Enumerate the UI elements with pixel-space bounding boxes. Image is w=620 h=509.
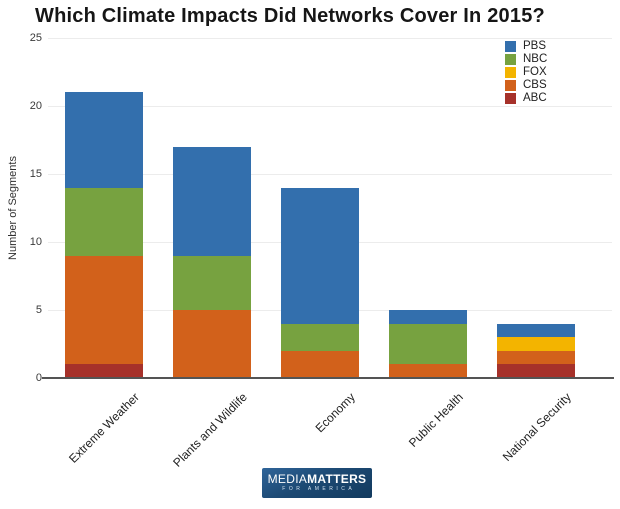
x-axis-line xyxy=(42,377,614,379)
plot-area: Extreme Weather Plants and Wildlife Econom… xyxy=(48,38,612,470)
bar-segment-nbc xyxy=(389,323,467,365)
bar-segment-cbs xyxy=(65,255,143,365)
legend-item-fox: FOX xyxy=(505,66,547,79)
gridline xyxy=(48,38,612,39)
logo-media-text: MEDIA xyxy=(267,472,308,486)
bar-segment-pbs xyxy=(497,323,575,338)
bar-segment-pbs xyxy=(173,146,251,256)
x-tick-label: Plants and Wildlife xyxy=(170,390,250,470)
legend-item-nbc: NBC xyxy=(505,53,547,66)
legend-label: CBS xyxy=(523,79,547,91)
media-matters-logo: MEDIAMATTERS FOR AMERICA xyxy=(262,468,372,498)
legend: PBS NBC FOX CBS ABC xyxy=(505,40,547,105)
bar-national-security xyxy=(497,38,575,378)
bar-plants-and-wildlife xyxy=(173,38,251,378)
bar-segment-cbs xyxy=(173,310,251,378)
bar-segment-pbs xyxy=(281,187,359,324)
bar-extreme-weather xyxy=(65,38,143,378)
legend-swatch-icon xyxy=(505,80,516,91)
legend-swatch-icon xyxy=(505,54,516,65)
legend-swatch-icon xyxy=(505,67,516,78)
chart-title: Which Climate Impacts Did Networks Cover… xyxy=(35,5,545,27)
gridline xyxy=(48,174,612,175)
bar-public-health xyxy=(389,38,467,378)
legend-item-pbs: PBS xyxy=(505,40,547,53)
gridline xyxy=(48,106,612,107)
legend-label: ABC xyxy=(523,92,547,104)
logo-wordmark: MEDIAMATTERS xyxy=(268,473,367,485)
bar-segment-pbs xyxy=(65,92,143,188)
y-axis-label: Number of Segments xyxy=(7,156,19,260)
logo-matters-text: MATTERS xyxy=(307,472,367,486)
y-tick-label: 5 xyxy=(35,304,42,316)
legend-swatch-icon xyxy=(505,41,516,52)
y-tick-label: 15 xyxy=(29,168,42,180)
y-tick-label: 20 xyxy=(29,100,42,112)
bar-segment-nbc xyxy=(173,255,251,310)
bar-segment-nbc xyxy=(281,323,359,351)
legend-label: PBS xyxy=(523,40,547,52)
legend-item-abc: ABC xyxy=(505,92,547,105)
y-tick-label: 10 xyxy=(29,236,42,248)
legend-item-cbs: CBS xyxy=(505,79,547,92)
x-tick-label: National Security xyxy=(499,390,574,465)
logo-tagline: FOR AMERICA xyxy=(282,486,356,492)
y-tick-label: 0 xyxy=(35,372,42,384)
legend-swatch-icon xyxy=(505,93,516,104)
bar-segment-fox xyxy=(497,337,575,351)
bar-segment-cbs xyxy=(281,350,359,378)
legend-label: NBC xyxy=(523,53,548,65)
bar-segment-pbs xyxy=(389,310,467,324)
bar-segment-cbs xyxy=(497,350,575,365)
bar-segment-abc xyxy=(65,364,143,378)
legend-label: FOX xyxy=(523,66,547,78)
bar-segment-abc xyxy=(497,364,575,378)
y-tick-label: 25 xyxy=(29,32,42,44)
x-tick-label: Extreme Weather xyxy=(66,390,142,466)
bar-segment-nbc xyxy=(65,187,143,256)
bar-segment-cbs xyxy=(389,364,467,378)
bar-economy xyxy=(281,38,359,378)
